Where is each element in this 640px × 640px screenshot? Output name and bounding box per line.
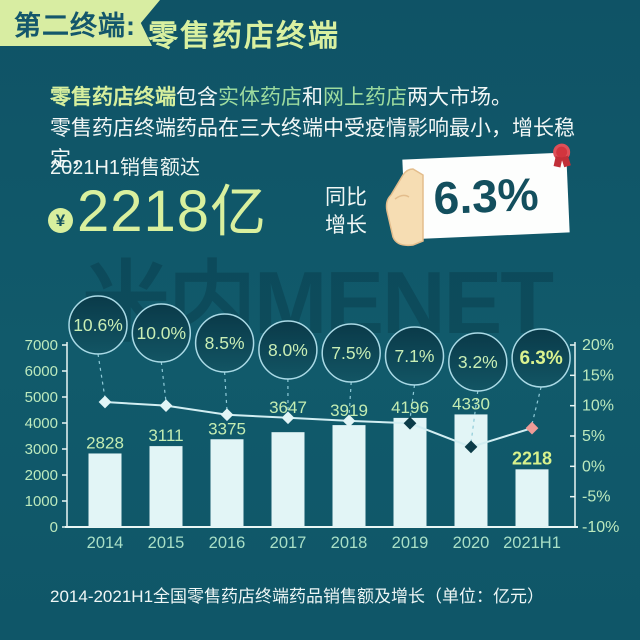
- growth-value-2018: 7.5%: [331, 343, 371, 363]
- marker-2021H1: [525, 421, 539, 435]
- bar-2020: [454, 414, 488, 527]
- marker-2015: [159, 399, 173, 413]
- x-axis-label-2016: 2016: [209, 534, 246, 552]
- x-axis-label-2019: 2019: [392, 534, 429, 552]
- x-axis-label-2020: 2020: [453, 534, 490, 552]
- growth-circle-2020: [448, 332, 508, 392]
- award-ribbon-icon: [552, 143, 571, 162]
- x-axis-label-2015: 2015: [148, 534, 185, 552]
- marker-2019: [403, 416, 417, 430]
- x-axis-label-2021H1: 2021H1: [503, 534, 561, 552]
- left-axis-label: 1000: [25, 493, 58, 510]
- bar-2016: [210, 439, 244, 527]
- sales-amount-value: 2218: [77, 179, 211, 244]
- yoy-label: 同比 增长: [325, 184, 367, 240]
- right-axis-label: -5%: [582, 489, 610, 506]
- right-axis-label: 0%: [582, 458, 605, 475]
- left-axis-label: 7000: [25, 337, 58, 354]
- sales-amount-block: ¥ 2218 亿: [48, 181, 266, 243]
- yoy-value: 6.3%: [432, 167, 540, 225]
- growth-value-2015: 10.0%: [136, 323, 186, 343]
- intro-text-and: 和: [302, 86, 323, 109]
- left-axis-label: 6000: [25, 363, 58, 380]
- bar-value-2018: 3919: [330, 401, 368, 420]
- bar-2014: [88, 453, 122, 527]
- connector-2018: [348, 381, 352, 417]
- page-title: 零售药店终端: [148, 20, 340, 53]
- chart-caption: 2014-2021H1全国零售药店终端药品销售额及增长（单位：亿元）: [50, 587, 545, 606]
- intro-paragraph: 零售药店终端包含实体药店和网上药店两大市场。 零售药店终端药品在三大终端中受疫情…: [50, 82, 610, 175]
- connector-2015: [160, 361, 167, 402]
- marker-2014: [98, 395, 112, 409]
- x-axis-label-2017: 2017: [270, 534, 307, 552]
- connector-2020: [470, 390, 479, 443]
- growth-circle-2018: [321, 323, 381, 383]
- yuan-coin-icon: ¥: [48, 208, 73, 233]
- bar-value-2017: 3647: [269, 398, 307, 417]
- hand-icon: [385, 168, 424, 247]
- intro-line-1: 零售药店终端包含实体药店和网上药店两大市场。: [50, 82, 610, 113]
- growth-value-2019: 7.1%: [395, 346, 435, 366]
- sales-period-label: 2021H1销售额达: [50, 157, 201, 179]
- intro-text-markets: 两大市场。: [407, 86, 512, 109]
- connector-2021H1: [531, 386, 542, 425]
- yoy-label-line1: 同比: [325, 186, 367, 209]
- bar-value-2016: 3375: [208, 419, 246, 438]
- intro-line-2: 零售药店终端药品在三大终端中受疫情影响最小，增长稳定，: [50, 117, 575, 171]
- x-axis-label-2018: 2018: [331, 534, 368, 552]
- right-axis-label: -10%: [582, 519, 619, 536]
- growth-circle-2019: [384, 326, 445, 386]
- growth-circle-2017: [258, 320, 318, 380]
- sales-amount-unit: 亿: [210, 180, 267, 243]
- connector-2016: [224, 371, 228, 411]
- growth-circle-2015: [131, 303, 192, 363]
- growth-value-2017: 8.0%: [268, 340, 308, 360]
- marker-2016: [220, 408, 234, 422]
- intro-text-contains: 包含: [176, 86, 218, 109]
- right-axis-label: 15%: [582, 367, 614, 384]
- growth-circle-2016: [194, 313, 255, 373]
- bar-value-2020: 4330: [452, 394, 490, 413]
- header-badge-label: 第二终端:: [14, 10, 136, 41]
- connector-2014: [97, 353, 106, 399]
- intro-term-physical: 实体药店: [218, 86, 302, 109]
- growth-line: [104, 401, 533, 448]
- bar-value-2021H1: 2218: [512, 448, 552, 468]
- left-axis-label: 5000: [25, 389, 58, 406]
- intro-term-retail: 零售药店终端: [50, 86, 176, 109]
- yoy-label-line2: 增长: [325, 214, 367, 237]
- growth-circle-2021H1: [511, 328, 571, 388]
- bar-2018: [332, 425, 366, 527]
- right-axis-label: 10%: [582, 398, 614, 415]
- right-axis-label: 5%: [582, 428, 605, 445]
- bar-2017: [271, 432, 305, 527]
- growth-value-2020: 3.2%: [458, 352, 498, 372]
- right-axis-label: 20%: [582, 337, 614, 354]
- bar-2019: [393, 417, 427, 527]
- x-axis-label-2014: 2014: [87, 534, 124, 552]
- growth-value-2014: 10.6%: [73, 315, 123, 335]
- bar-value-2014: 2828: [86, 433, 124, 452]
- marker-2018: [342, 414, 356, 428]
- intro-term-online: 网上药店: [323, 86, 407, 109]
- growth-circle-2014: [68, 295, 128, 355]
- bar-2021H1: [515, 469, 549, 527]
- header-banner: 第二终端:: [0, 0, 160, 46]
- marker-2020: [464, 440, 478, 454]
- left-axis-label: 2000: [25, 467, 58, 484]
- left-axis-label: 3000: [25, 441, 58, 458]
- left-axis-label: 0: [50, 519, 58, 536]
- growth-value-2021H1: 6.3%: [519, 348, 562, 369]
- bar-value-2019: 4196: [391, 398, 429, 417]
- bar-2015: [149, 446, 183, 527]
- growth-value-2016: 8.5%: [205, 333, 245, 353]
- sales-growth-chart: 7000 6000 5000 4000 3000 2000 1000 0 20% 15% 10% 5%…: [25, 295, 619, 552]
- bar-value-2015: 3111: [148, 426, 183, 445]
- connector-2019: [409, 384, 416, 420]
- left-axis-label: 4000: [25, 415, 58, 432]
